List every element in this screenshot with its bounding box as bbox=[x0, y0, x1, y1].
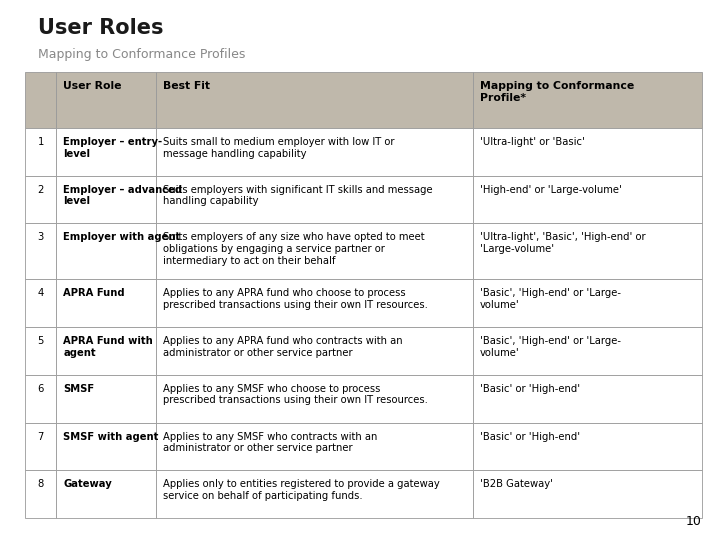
Bar bbox=[473, 176, 702, 224]
Text: 10: 10 bbox=[686, 515, 702, 528]
Bar bbox=[156, 72, 473, 128]
Text: Suits small to medium employer with low IT or
message handling capability: Suits small to medium employer with low … bbox=[163, 137, 395, 159]
Text: 6: 6 bbox=[37, 384, 44, 394]
Text: Applies to any APRA fund who choose to process
prescribed transactions using the: Applies to any APRA fund who choose to p… bbox=[163, 288, 428, 310]
Text: Suits employers of any size who have opted to meet
obligations by engaging a ser: Suits employers of any size who have opt… bbox=[163, 232, 425, 266]
Bar bbox=[473, 224, 702, 279]
Text: Applies to any APRA fund who contracts with an
administrator or other service pa: Applies to any APRA fund who contracts w… bbox=[163, 336, 403, 357]
Text: Applies to any SMSF who contracts with an
administrator or other service partner: Applies to any SMSF who contracts with a… bbox=[163, 431, 378, 453]
Text: 'Basic', 'High-end' or 'Large-
volume': 'Basic', 'High-end' or 'Large- volume' bbox=[480, 336, 621, 357]
Text: 5: 5 bbox=[37, 336, 44, 346]
Text: User Role: User Role bbox=[63, 81, 122, 91]
Bar bbox=[156, 375, 473, 422]
Text: Gateway: Gateway bbox=[63, 480, 112, 489]
Text: SMSF with agent: SMSF with agent bbox=[63, 431, 158, 442]
Bar bbox=[473, 279, 702, 327]
Text: APRA Fund: APRA Fund bbox=[63, 288, 125, 299]
Text: SMSF: SMSF bbox=[63, 384, 94, 394]
Text: 'Basic', 'High-end' or 'Large-
volume': 'Basic', 'High-end' or 'Large- volume' bbox=[480, 288, 621, 310]
Bar bbox=[56, 72, 156, 128]
Bar bbox=[25, 327, 56, 375]
Text: Employer – entry-
level: Employer – entry- level bbox=[63, 137, 162, 159]
Text: Applies to any SMSF who choose to process
prescribed transactions using their ow: Applies to any SMSF who choose to proces… bbox=[163, 384, 428, 406]
Text: 1: 1 bbox=[37, 137, 44, 147]
Bar bbox=[156, 176, 473, 224]
Bar bbox=[25, 224, 56, 279]
Bar bbox=[473, 72, 702, 128]
Bar bbox=[25, 176, 56, 224]
Bar bbox=[56, 176, 156, 224]
Bar bbox=[25, 470, 56, 518]
Text: Suits employers with significant IT skills and message
handling capability: Suits employers with significant IT skil… bbox=[163, 185, 433, 206]
Text: User Roles: User Roles bbox=[38, 18, 163, 38]
Bar bbox=[156, 224, 473, 279]
Text: 'Basic' or 'High-end': 'Basic' or 'High-end' bbox=[480, 431, 580, 442]
Bar bbox=[25, 279, 56, 327]
Bar bbox=[56, 327, 156, 375]
Bar bbox=[25, 422, 56, 470]
Text: 8: 8 bbox=[37, 480, 44, 489]
Text: Employer – advanced
level: Employer – advanced level bbox=[63, 185, 182, 206]
Text: 'B2B Gateway': 'B2B Gateway' bbox=[480, 480, 553, 489]
Bar bbox=[156, 279, 473, 327]
Bar bbox=[56, 128, 156, 176]
Text: 'Ultra-light' or 'Basic': 'Ultra-light' or 'Basic' bbox=[480, 137, 585, 147]
Text: Applies only to entities registered to provide a gateway
service on behalf of pa: Applies only to entities registered to p… bbox=[163, 480, 440, 501]
Bar bbox=[156, 327, 473, 375]
Bar bbox=[25, 128, 56, 176]
Bar bbox=[156, 470, 473, 518]
Bar bbox=[473, 327, 702, 375]
Bar bbox=[56, 422, 156, 470]
Bar bbox=[56, 224, 156, 279]
Bar bbox=[56, 470, 156, 518]
Bar bbox=[56, 375, 156, 422]
Text: 'Ultra-light', 'Basic', 'High-end' or
'Large-volume': 'Ultra-light', 'Basic', 'High-end' or 'L… bbox=[480, 232, 646, 254]
Text: 2: 2 bbox=[37, 185, 44, 195]
Text: 'Basic' or 'High-end': 'Basic' or 'High-end' bbox=[480, 384, 580, 394]
Bar bbox=[473, 470, 702, 518]
Text: APRA Fund with
agent: APRA Fund with agent bbox=[63, 336, 153, 357]
Bar bbox=[25, 72, 56, 128]
Text: 7: 7 bbox=[37, 431, 44, 442]
Text: Mapping to Conformance
Profile*: Mapping to Conformance Profile* bbox=[480, 81, 634, 103]
Text: Best Fit: Best Fit bbox=[163, 81, 210, 91]
Bar bbox=[156, 128, 473, 176]
Bar bbox=[25, 375, 56, 422]
Bar bbox=[156, 422, 473, 470]
Bar bbox=[473, 422, 702, 470]
Text: 3: 3 bbox=[37, 232, 44, 242]
Bar bbox=[473, 375, 702, 422]
Bar bbox=[473, 128, 702, 176]
Bar bbox=[56, 279, 156, 327]
Text: Employer with agent: Employer with agent bbox=[63, 232, 181, 242]
Text: 'High-end' or 'Large-volume': 'High-end' or 'Large-volume' bbox=[480, 185, 622, 195]
Text: 4: 4 bbox=[37, 288, 44, 299]
Text: Mapping to Conformance Profiles: Mapping to Conformance Profiles bbox=[38, 48, 246, 61]
